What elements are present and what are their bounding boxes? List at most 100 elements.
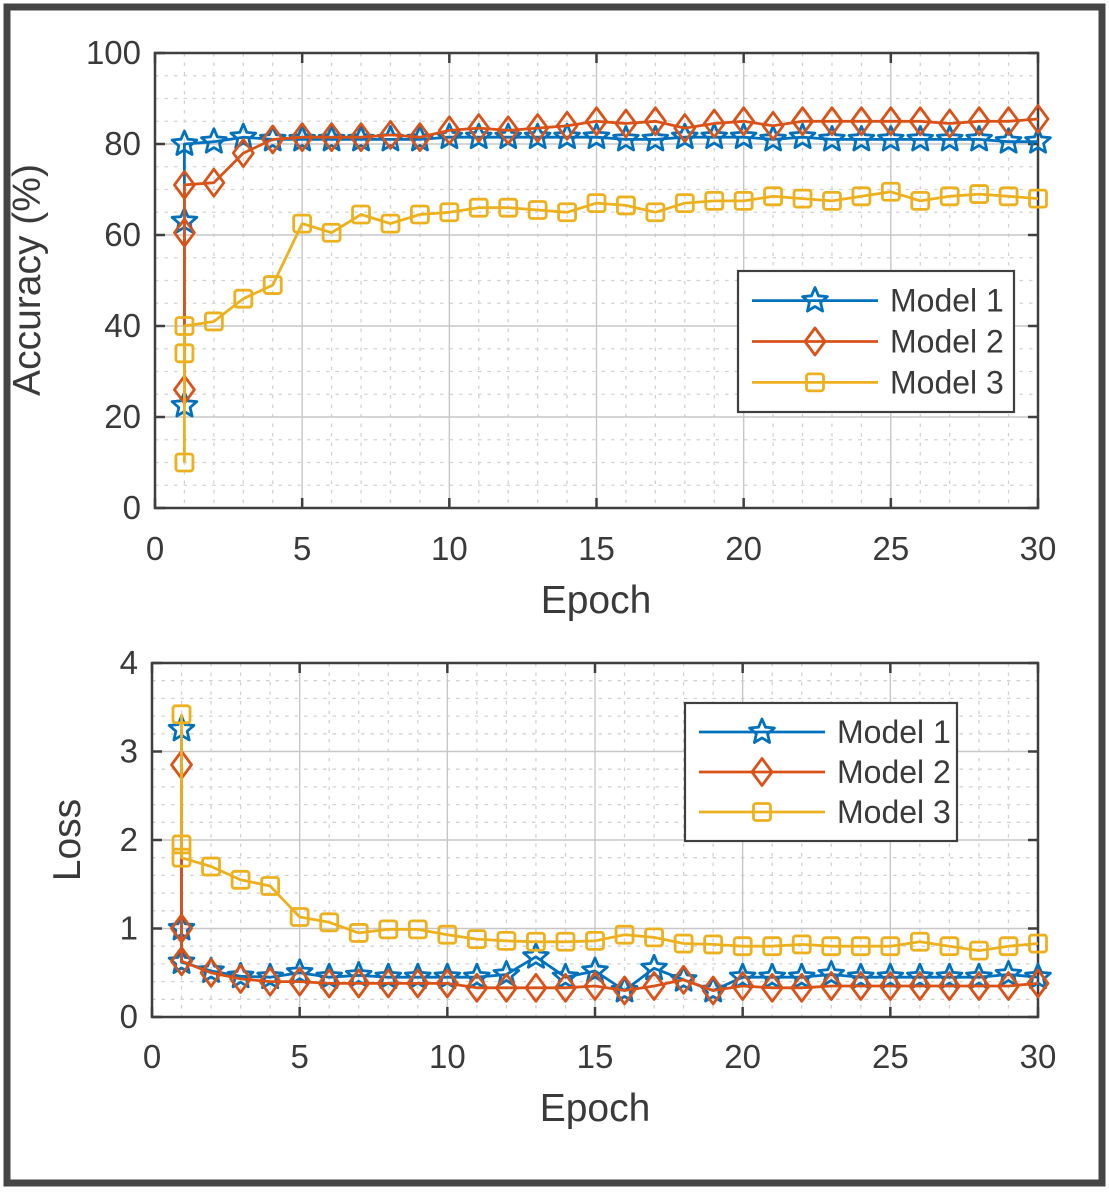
pentagram-marker-icon <box>641 125 670 152</box>
square-marker-icon <box>289 907 310 927</box>
square-marker-icon <box>821 936 842 957</box>
diamond-marker-icon <box>761 110 785 141</box>
diamond-marker-icon <box>290 122 314 153</box>
x-tick-label: 0 <box>143 1038 161 1075</box>
y-tick-label: 80 <box>104 125 141 162</box>
pentagram-marker-icon <box>965 962 993 990</box>
diamond-marker-icon <box>317 968 341 999</box>
square-marker-icon <box>1028 188 1048 209</box>
pentagram-marker-icon <box>994 127 1023 154</box>
x-tick-label: 0 <box>146 530 164 567</box>
diamond-marker-icon <box>1026 104 1050 134</box>
square-marker-icon <box>910 190 931 211</box>
legend-item-model-2: Model 2 <box>752 324 1004 360</box>
square-marker-icon <box>174 343 195 364</box>
pentagram-marker-icon <box>167 947 196 974</box>
pentagram-marker-icon <box>906 962 934 990</box>
square-marker-icon <box>733 190 754 211</box>
square-marker-icon <box>466 929 487 950</box>
diamond-marker-icon <box>229 964 252 994</box>
square-marker-icon <box>880 181 901 202</box>
diamond-marker-icon <box>791 106 814 137</box>
x-tick-label: 25 <box>872 530 909 567</box>
pentagram-marker-icon <box>610 976 639 1003</box>
diamond-marker-icon <box>701 975 725 1006</box>
square-marker-icon <box>319 912 340 933</box>
legend-label: Model 2 <box>837 754 951 790</box>
pentagram-marker-icon <box>758 962 786 990</box>
y-tick-label: 20 <box>104 398 141 435</box>
square-marker-icon <box>674 193 695 214</box>
series-line <box>183 190 1039 463</box>
square-marker-icon <box>409 204 430 225</box>
pentagram-marker-icon <box>935 125 964 152</box>
y-axis-label: Loss <box>46 799 89 881</box>
pentagram-marker-icon <box>965 125 993 152</box>
diamond-marker-icon <box>997 106 1020 137</box>
square-marker-icon <box>526 931 546 952</box>
pentagram-marker-icon <box>1024 962 1052 990</box>
pentagram-marker-icon <box>728 962 757 990</box>
legend-label: Model 1 <box>890 283 1004 319</box>
diamond-marker-icon <box>408 122 432 153</box>
square-marker-icon <box>791 934 812 955</box>
diamond-marker-icon <box>790 972 814 1003</box>
pentagram-marker-icon <box>226 961 255 989</box>
axis-ticks <box>153 51 1040 510</box>
figure-border <box>3 3 1106 1187</box>
diamond-marker-icon <box>406 968 430 999</box>
x-tick-label: 15 <box>578 530 615 567</box>
diamond-marker-icon <box>495 972 518 1003</box>
square-marker-icon <box>792 188 813 209</box>
legend-item-model-1: Model 1 <box>699 714 951 750</box>
series-model-3 <box>171 704 1048 961</box>
square-marker-icon <box>614 924 635 945</box>
diamond-marker-icon <box>997 971 1020 1001</box>
diamond-marker-icon <box>967 106 991 137</box>
square-marker-icon <box>201 856 221 877</box>
square-marker-icon <box>939 186 960 207</box>
square-marker-icon <box>880 936 901 957</box>
square-marker-icon <box>850 936 871 957</box>
legend: Model 1 Model 2 Model 3 <box>683 701 959 843</box>
pentagram-marker-icon <box>553 122 581 150</box>
diamond-marker-icon <box>320 122 343 153</box>
loss-plot: 0 5 10 15 20 25 30 0 1 2 3 4 Epoch Loss Model 1 Model 2… <box>46 644 1056 1130</box>
pentagram-marker-icon <box>788 962 816 990</box>
diamond-marker-icon <box>642 971 666 1001</box>
square-marker-icon <box>171 847 192 868</box>
diamond-marker-icon <box>750 757 774 787</box>
pentagram-marker-icon <box>847 962 875 990</box>
axis-ticks <box>150 661 1040 1019</box>
y-tick-label: 3 <box>120 733 138 770</box>
square-marker-icon <box>645 202 666 223</box>
diamond-marker-icon <box>288 966 312 997</box>
legend-item-model-1: Model 1 <box>752 283 1004 319</box>
diamond-marker-icon <box>938 108 962 139</box>
y-tick-label: 2 <box>120 821 138 858</box>
diamond-marker-icon <box>173 217 196 248</box>
square-marker-icon <box>763 186 783 207</box>
pentagram-marker-icon <box>877 125 905 152</box>
diamond-marker-icon <box>908 971 932 1001</box>
square-marker-icon <box>174 452 195 473</box>
square-marker-icon <box>585 930 605 951</box>
y-tick-label: 60 <box>104 216 141 253</box>
pentagram-marker-icon <box>847 125 876 152</box>
pentagram-marker-icon <box>748 717 776 744</box>
square-marker-icon <box>703 934 724 955</box>
diamond-marker-icon <box>938 971 961 1001</box>
square-marker-icon <box>586 193 607 214</box>
legend: Model 1 Model 2 Model 3 <box>736 269 1016 414</box>
diamond-marker-icon <box>261 124 285 155</box>
square-marker-icon <box>468 197 489 218</box>
diamond-marker-icon <box>376 968 400 999</box>
x-tick-label: 15 <box>577 1038 614 1075</box>
pentagram-marker-icon <box>551 962 580 990</box>
square-marker-icon <box>380 213 401 234</box>
square-marker-icon <box>378 919 399 940</box>
square-marker-icon <box>1028 933 1048 954</box>
legend-label: Model 3 <box>837 794 951 830</box>
pentagram-marker-icon <box>935 962 964 990</box>
square-marker-icon <box>233 288 254 309</box>
